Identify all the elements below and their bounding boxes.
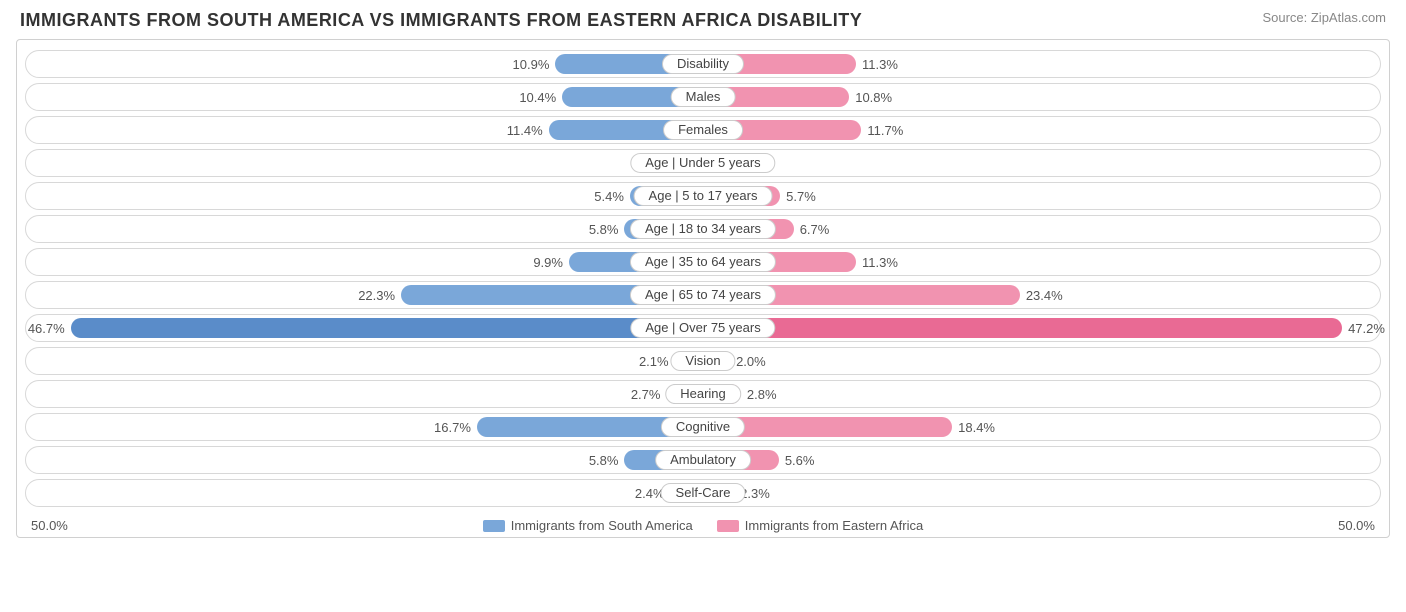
value-left: 10.9% [513,51,556,77]
chart-row: 16.7% 18.4% Cognitive [25,413,1381,441]
legend-label-left: Immigrants from South America [511,518,693,533]
chart-row: 5.4% 5.7% Age | 5 to 17 years [25,182,1381,210]
chart-row: 2.1% 2.0%Vision [25,347,1381,375]
bar-right [703,318,1342,338]
category-label: Age | Under 5 years [630,153,775,173]
legend: Immigrants from South America Immigrants… [483,518,924,533]
value-left: 11.4% [507,117,549,143]
category-label: Males [671,87,736,107]
chart-footer: 50.0% Immigrants from South America Immi… [17,512,1389,533]
value-right: 18.4% [952,414,995,440]
value-right: 47.2% [1342,315,1385,341]
chart-row: 46.7%47.2%Age | Over 75 years [25,314,1381,342]
legend-item-right: Immigrants from Eastern Africa [717,518,923,533]
chart-row: 5.8% 6.7% Age | 18 to 34 years [25,215,1381,243]
chart-row: 22.3% 23.4% Age | 65 to 74 years [25,281,1381,309]
chart-row: 9.9% 11.3% Age | 35 to 64 years [25,248,1381,276]
value-left: 16.7% [434,414,477,440]
bar-left [71,318,703,338]
category-label: Cognitive [661,417,745,437]
value-left: 22.3% [358,282,401,308]
value-right: 23.4% [1020,282,1063,308]
value-left: 10.4% [519,84,562,110]
category-label: Age | 18 to 34 years [630,219,776,239]
legend-swatch-left [483,520,505,532]
value-right: 11.7% [861,117,903,143]
category-label: Age | Over 75 years [630,318,775,338]
legend-label-right: Immigrants from Eastern Africa [745,518,923,533]
value-right: 6.7% [794,216,830,242]
value-right: 11.3% [856,51,898,77]
category-label: Vision [670,351,735,371]
rows-container: 10.9% 11.3% Disability 10.4% 10.8% Males 11.4%… [17,50,1389,507]
chart-row: 2.7% 2.8%Hearing [25,380,1381,408]
header: IMMIGRANTS FROM SOUTH AMERICA VS IMMIGRA… [0,0,1406,39]
legend-item-left: Immigrants from South America [483,518,693,533]
value-right: 2.0% [730,348,766,374]
chart-row: 2.4%2.3%Self-Care [25,479,1381,507]
chart-title: IMMIGRANTS FROM SOUTH AMERICA VS IMMIGRA… [20,10,862,31]
source-attribution: Source: ZipAtlas.com [1262,10,1386,25]
value-right: 10.8% [849,84,892,110]
category-label: Females [663,120,743,140]
chart-row: 5.8% 5.6% Ambulatory [25,446,1381,474]
category-label: Age | 65 to 74 years [630,285,776,305]
value-left: 5.4% [594,183,630,209]
value-right: 5.6% [779,447,815,473]
value-right: 11.3% [856,249,898,275]
value-left: 5.8% [589,447,625,473]
legend-swatch-right [717,520,739,532]
value-left: 46.7% [28,315,71,341]
value-right: 5.7% [780,183,816,209]
category-label: Hearing [665,384,741,404]
axis-left-max: 50.0% [31,518,68,533]
value-left: 2.7% [631,381,667,407]
value-left: 5.8% [589,216,625,242]
axis-right-max: 50.0% [1338,518,1375,533]
category-label: Age | 35 to 64 years [630,252,776,272]
category-label: Disability [662,54,744,74]
value-right: 2.8% [741,381,777,407]
category-label: Self-Care [661,483,746,503]
chart-row: 10.9% 11.3% Disability [25,50,1381,78]
chart-row: 1.2%1.2%Age | Under 5 years [25,149,1381,177]
category-label: Age | 5 to 17 years [634,186,773,206]
value-left: 9.9% [533,249,569,275]
category-label: Ambulatory [655,450,751,470]
chart-area: 10.9% 11.3% Disability 10.4% 10.8% Males 11.4%… [16,39,1390,538]
chart-row: 10.4% 10.8% Males [25,83,1381,111]
chart-row: 11.4% 11.7% Females [25,116,1381,144]
value-left: 2.1% [639,348,675,374]
